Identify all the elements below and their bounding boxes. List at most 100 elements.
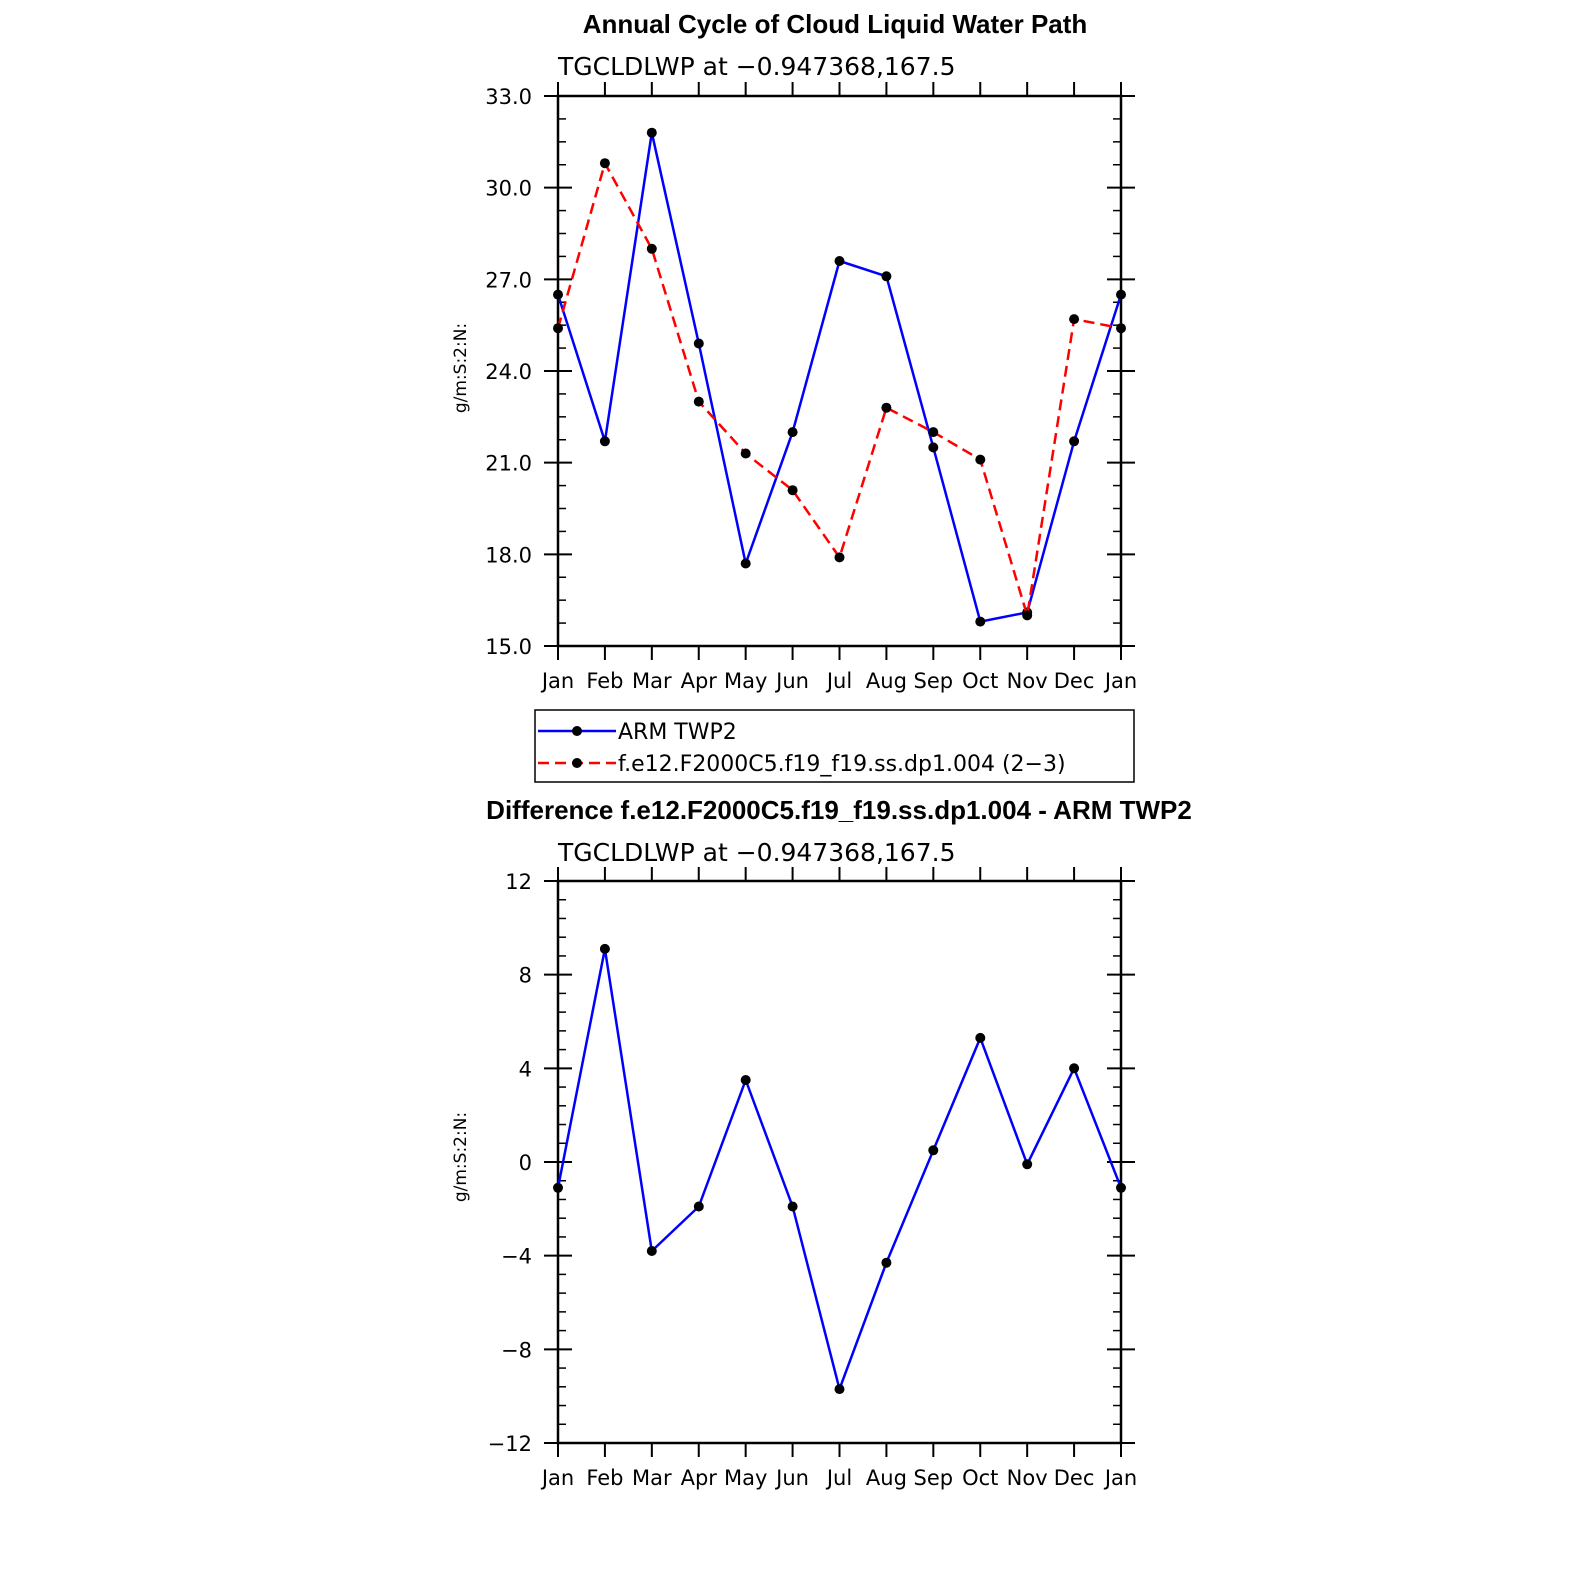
y-tick-label: 0 bbox=[519, 1151, 532, 1175]
data-point bbox=[553, 323, 563, 334]
data-point bbox=[787, 427, 798, 438]
series-line-0 bbox=[556, 131, 1123, 623]
y-tick-label: 15.0 bbox=[485, 635, 532, 659]
data-point bbox=[1022, 1159, 1033, 1170]
x-tick-label: Jan bbox=[1103, 669, 1137, 693]
plot-frame bbox=[556, 94, 1123, 648]
data-point bbox=[975, 616, 986, 627]
x-tick-label: May bbox=[724, 669, 767, 693]
y-tick-label: 33.0 bbox=[485, 85, 532, 109]
x-tick-label: Jun bbox=[774, 1466, 809, 1490]
data-point bbox=[928, 1145, 939, 1156]
x-tick-label: Oct bbox=[962, 669, 998, 693]
x-tick-label: Jul bbox=[825, 669, 852, 693]
x-tick-label: Jun bbox=[774, 669, 809, 693]
x-tick-label: May bbox=[724, 1466, 767, 1490]
data-point bbox=[740, 448, 751, 459]
data-point bbox=[881, 271, 892, 282]
annual-cycle-panel: Annual Cycle of Cloud Liquid Water Path … bbox=[451, 9, 1137, 783]
data-point bbox=[928, 427, 939, 438]
data-point bbox=[740, 1075, 751, 1085]
plot-frame bbox=[556, 879, 1123, 1445]
y-tick-label: −4 bbox=[501, 1245, 532, 1269]
y-tick-label: 12 bbox=[505, 870, 532, 894]
x-tick-label: Mar bbox=[632, 1466, 672, 1490]
data-point bbox=[1022, 610, 1033, 621]
legend-box bbox=[534, 709, 1135, 783]
x-tick-label: Feb bbox=[586, 669, 623, 693]
data-point bbox=[787, 485, 798, 496]
legend-label-model: f.e12.F2000C5.f19_f19.ss.dp1.004 (2−3) bbox=[618, 752, 1066, 777]
x-tick-label: Jan bbox=[1103, 1466, 1137, 1490]
data-point bbox=[553, 1182, 563, 1193]
data-point bbox=[1116, 323, 1126, 334]
y-tick-label: 24.0 bbox=[485, 360, 532, 384]
data-point bbox=[599, 943, 610, 954]
legend-marker-arm-twp2 bbox=[572, 726, 582, 736]
data-point bbox=[975, 454, 986, 465]
y-tick-label: −12 bbox=[488, 1432, 532, 1456]
x-tick-label: Apr bbox=[681, 1466, 718, 1490]
x-tick-label: Nov bbox=[1007, 1466, 1048, 1490]
y-axis-label: g/m:S:2:N: bbox=[451, 1112, 471, 1202]
data-point bbox=[1116, 1182, 1126, 1193]
legend: ARM TWP2 f.e12.F2000C5.f19_f19.ss.dp1.00… bbox=[534, 709, 1135, 783]
data-point bbox=[834, 1384, 845, 1395]
chart-title: Difference f.e12.F2000C5.f19_f19.ss.dp1.… bbox=[486, 795, 1192, 825]
data-point bbox=[693, 1201, 704, 1212]
data-point bbox=[693, 338, 704, 349]
data-point bbox=[1069, 1063, 1080, 1074]
x-tick-label: Sep bbox=[914, 1466, 954, 1490]
legend-label-arm-twp2: ARM TWP2 bbox=[618, 720, 737, 745]
plot-area: Jan Feb Mar Apr May Jun Jul Aug Sep Oct Nov Dec Jan−… bbox=[488, 867, 1137, 1490]
chart-subtitle: TGCLDLWP at −0.947368,167.5 bbox=[557, 838, 955, 867]
x-tick-label: Aug bbox=[866, 1466, 907, 1490]
data-point bbox=[740, 558, 751, 569]
y-tick-label: 21.0 bbox=[485, 452, 532, 476]
series-line-1 bbox=[556, 161, 1122, 617]
data-point bbox=[787, 1201, 798, 1212]
plot-area: Jan Feb Mar Apr May Jun Jul Aug Sep Oct Nov Dec Jan 1… bbox=[485, 82, 1137, 693]
y-tick-label: −8 bbox=[501, 1338, 532, 1362]
x-tick-label: Mar bbox=[632, 669, 672, 693]
x-tick-label: Dec bbox=[1054, 669, 1095, 693]
x-tick-label: Nov bbox=[1007, 669, 1048, 693]
data-point bbox=[646, 127, 657, 138]
y-tick-label: 18.0 bbox=[485, 543, 532, 567]
data-point bbox=[834, 256, 845, 266]
data-point bbox=[1116, 289, 1126, 300]
x-tick-label: Dec bbox=[1054, 1466, 1095, 1490]
data-point bbox=[928, 442, 939, 453]
y-tick-label: 27.0 bbox=[485, 268, 532, 292]
data-point bbox=[599, 158, 610, 169]
x-tick-label: Jul bbox=[825, 1466, 852, 1490]
data-point bbox=[881, 1257, 892, 1268]
x-tick-label: Aug bbox=[866, 669, 907, 693]
data-point bbox=[553, 289, 563, 300]
data-point bbox=[599, 436, 610, 447]
x-tick-label: Oct bbox=[962, 1466, 998, 1490]
y-tick-label: 8 bbox=[519, 964, 532, 988]
y-tick-label: 4 bbox=[519, 1057, 532, 1081]
data-point bbox=[834, 552, 845, 563]
data-point bbox=[1069, 436, 1080, 447]
x-tick-label: Apr bbox=[681, 669, 718, 693]
chart-title: Annual Cycle of Cloud Liquid Water Path bbox=[583, 9, 1088, 39]
series-line-0 bbox=[556, 947, 1123, 1391]
y-axis-label: g/m:S:2:N: bbox=[451, 323, 471, 413]
y-tick-label: 30.0 bbox=[485, 177, 532, 201]
legend-marker-model bbox=[572, 758, 582, 768]
data-point bbox=[881, 402, 892, 413]
x-tick-label: Jan bbox=[540, 669, 574, 693]
data-point bbox=[646, 1246, 657, 1256]
data-point bbox=[975, 1032, 986, 1043]
data-point bbox=[646, 243, 657, 254]
data-point bbox=[1069, 314, 1080, 325]
data-point bbox=[693, 396, 704, 407]
x-tick-label: Feb bbox=[586, 1466, 623, 1490]
difference-panel: Difference f.e12.F2000C5.f19_f19.ss.dp1.… bbox=[451, 795, 1192, 1490]
x-tick-label: Sep bbox=[914, 669, 954, 693]
chart-subtitle: TGCLDLWP at −0.947368,167.5 bbox=[557, 52, 955, 81]
x-tick-label: Jan bbox=[540, 1466, 574, 1490]
